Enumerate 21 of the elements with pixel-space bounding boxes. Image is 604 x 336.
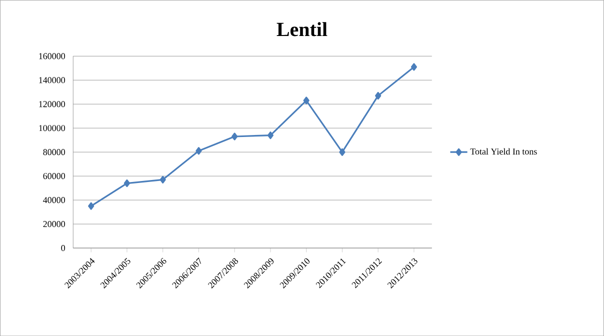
y-tick-label: 140000 xyxy=(39,77,66,84)
y-tick-label: 0 xyxy=(61,244,66,251)
y-tick-label: 120000 xyxy=(39,101,66,108)
point xyxy=(267,131,274,140)
point xyxy=(339,148,346,156)
y-tick-label: 20000 xyxy=(43,220,66,228)
legend-label: Total Yield In tons xyxy=(470,148,537,154)
point xyxy=(232,132,238,140)
y-tick-label: 160000 xyxy=(39,53,66,60)
chart-title: Lentil xyxy=(276,22,328,36)
y-tick-label: 80000 xyxy=(43,148,66,156)
point xyxy=(124,179,130,187)
point xyxy=(160,176,166,184)
y-tick-label: 40000 xyxy=(43,196,66,204)
point xyxy=(375,92,382,100)
y-tick-label: 100000 xyxy=(39,124,66,132)
point xyxy=(303,96,310,104)
point xyxy=(88,202,94,210)
point xyxy=(196,147,202,155)
y-tick-label: 60000 xyxy=(43,172,66,180)
point xyxy=(410,63,418,71)
